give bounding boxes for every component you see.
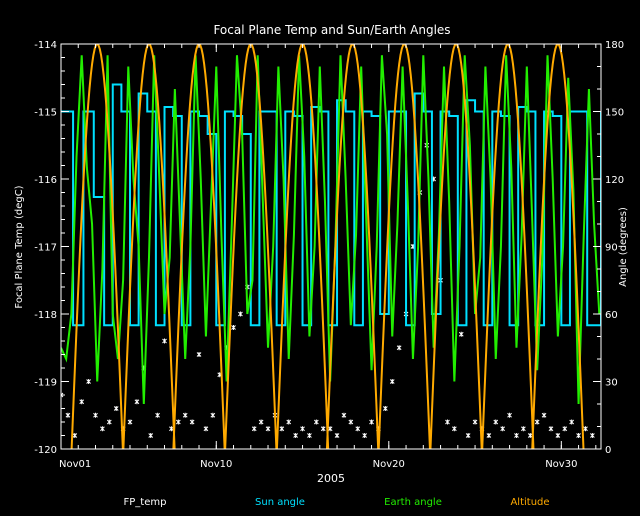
legend: FP_temp Sun angle Earth angle Altitude: [124, 497, 550, 508]
fp-temp-point: [355, 426, 361, 432]
fp-temp-point: [279, 426, 285, 432]
fp-temp-point: [569, 419, 575, 425]
fp-temp-point: [251, 426, 257, 432]
fp-temp-point: [300, 426, 305, 432]
fp-temp-point: [286, 419, 292, 425]
fp-temp-point: [389, 379, 395, 384]
fp-temp-point: [548, 426, 554, 432]
legend-altitude: Altitude: [510, 497, 549, 508]
fp-temp-series: [61, 142, 595, 438]
fp-temp-point: [65, 412, 71, 418]
fp-temp-point: [452, 426, 457, 432]
fp-temp-point: [113, 406, 119, 411]
fp-temp-point: [362, 433, 367, 438]
x-tick-label: Nov01: [59, 459, 91, 470]
fp-temp-point: [382, 406, 388, 411]
fp-temp-point: [369, 419, 374, 425]
fp-temp-point: [576, 433, 581, 438]
fp-temp-point: [148, 433, 154, 438]
fp-temp-point: [175, 419, 181, 425]
legend-earth-angle: Earth angle: [384, 497, 442, 508]
x-tick-label: Nov20: [373, 459, 405, 470]
left-tick-label: -119: [34, 378, 57, 389]
fp-temp-point: [445, 419, 450, 425]
fp-temp-point: [534, 419, 540, 425]
right-tick-label: 90: [605, 243, 618, 254]
right-axis-label: Angle (degrees): [618, 207, 629, 287]
legend-sun-angle: Sun angle: [255, 497, 305, 508]
fp-temp-point: [493, 419, 499, 425]
fp-temp-point: [507, 412, 512, 418]
fp-temp-point: [472, 419, 478, 425]
left-tick-label: -118: [34, 310, 57, 321]
fp-temp-point: [320, 426, 326, 432]
fp-temp-point: [210, 412, 216, 418]
right-tick-label: 180: [605, 40, 624, 51]
right-tick-label: 30: [605, 378, 618, 389]
series-layer: [61, 44, 601, 449]
fp-temp-point: [231, 325, 236, 330]
fp-temp-point: [307, 433, 312, 438]
fp-temp-point: [162, 338, 167, 344]
right-axis-ticks: 180 150 120 90 60 30 0: [593, 40, 624, 456]
fp-temp-point: [527, 433, 533, 438]
fp-temp-point: [486, 433, 492, 438]
x-axis-label: 2005: [317, 472, 345, 485]
fp-temp-point: [100, 426, 105, 432]
fp-temp-point: [341, 412, 347, 418]
fp-temp-point: [196, 352, 202, 357]
right-tick-label: 0: [605, 445, 611, 456]
fp-temp-point: [265, 426, 271, 432]
fp-temp-point: [86, 379, 91, 384]
fp-temp-point: [106, 419, 112, 425]
fp-temp-point: [61, 392, 64, 398]
fp-temp-point: [348, 419, 354, 425]
fp-temp-point: [555, 433, 561, 438]
right-tick-label: 60: [605, 310, 618, 321]
fp-temp-point: [541, 412, 547, 418]
left-axis-ticks: -114 -115 -116 -117 -118 -119 -120: [34, 40, 69, 456]
fp-temp-point: [465, 433, 471, 438]
fp-temp-point: [127, 419, 133, 425]
left-tick-label: -115: [34, 108, 57, 119]
fp-temp-point: [155, 412, 160, 418]
fp-temp-point: [258, 419, 264, 425]
right-tick-label: 150: [605, 108, 624, 119]
fp-temp-point: [293, 433, 298, 438]
left-tick-label: -117: [34, 243, 57, 254]
fp-temp-point: [583, 426, 588, 432]
fp-temp-point: [313, 419, 319, 425]
fp-temp-point: [134, 399, 140, 405]
fp-temp-point: [93, 412, 98, 418]
fp-temp-point: [562, 426, 568, 432]
left-tick-label: -120: [34, 445, 57, 456]
left-tick-label: -116: [34, 175, 57, 186]
fp-temp-point: [334, 433, 340, 438]
fp-temp-point: [72, 433, 78, 438]
legend-fp-temp: FP_temp: [124, 497, 167, 508]
fp-temp-point: [458, 331, 464, 337]
fp-temp-point: [521, 426, 526, 432]
fp-temp-point: [590, 433, 595, 438]
left-axis-label: Focal Plane Temp (degC): [14, 185, 25, 308]
right-tick-label: 120: [605, 175, 624, 186]
fp-temp-point: [79, 399, 85, 405]
fp-temp-point: [396, 345, 402, 351]
fp-temp-point: [514, 433, 519, 438]
fp-temp-point: [238, 311, 243, 317]
chart-title: Focal Plane Temp and Sun/Earth Angles: [213, 23, 450, 37]
left-tick-label: -114: [34, 40, 57, 51]
fp-temp-point: [182, 412, 188, 418]
fp-temp-point: [500, 426, 506, 432]
fp-temp-point: [189, 419, 195, 425]
x-tick-label: Nov10: [200, 459, 232, 470]
fp-temp-point: [203, 426, 209, 432]
x-tick-label: Nov30: [545, 459, 577, 470]
x-axis-ticks: Nov01 Nov10 Nov20 Nov30: [59, 44, 597, 470]
